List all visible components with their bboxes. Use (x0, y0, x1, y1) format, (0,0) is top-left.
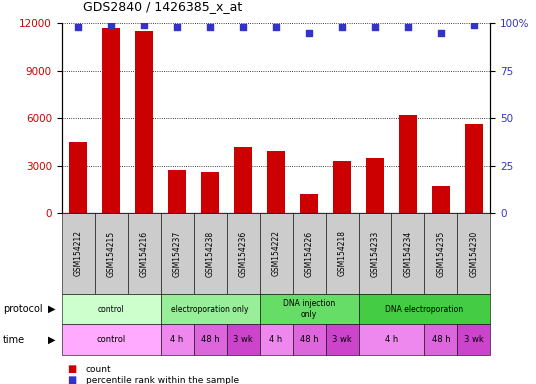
Text: 48 h: 48 h (300, 335, 318, 344)
Point (206, 24, 214, 30)
Point (107, 22, 115, 28)
Text: ▶: ▶ (48, 335, 55, 345)
Text: control: control (98, 305, 124, 314)
Bar (69, 142, 87, 213)
Bar (135, 31, 153, 213)
Bar (168, 170, 186, 213)
Text: ■: ■ (67, 375, 76, 384)
Point (338, 24, 346, 30)
Point (404, 24, 412, 30)
Text: GSM154226: GSM154226 (304, 230, 314, 276)
Bar (333, 161, 351, 213)
Text: GSM154218: GSM154218 (338, 230, 346, 276)
Text: DNA injection
only: DNA injection only (283, 300, 335, 319)
Bar (201, 172, 219, 213)
Text: GSM154215: GSM154215 (107, 230, 116, 276)
Point (140, 22, 148, 28)
Point (305, 30, 314, 36)
Text: 3 wk: 3 wk (464, 335, 484, 344)
Text: time: time (3, 335, 25, 345)
Text: 3 wk: 3 wk (233, 335, 253, 344)
Text: GSM154212: GSM154212 (73, 230, 83, 276)
Bar (267, 151, 285, 213)
Text: 48 h: 48 h (431, 335, 450, 344)
Point (173, 24, 181, 30)
Text: GSM154230: GSM154230 (470, 230, 479, 276)
Point (74, 24, 83, 30)
Bar (465, 124, 483, 213)
Point (239, 24, 247, 30)
Text: GSM154238: GSM154238 (206, 230, 214, 276)
Text: 3 wk: 3 wk (332, 335, 352, 344)
Text: DNA electroporation: DNA electroporation (385, 305, 464, 314)
Point (371, 24, 379, 30)
Point (272, 24, 280, 30)
Text: GSM154235: GSM154235 (436, 230, 445, 276)
Text: 48 h: 48 h (201, 335, 219, 344)
Text: ▶: ▶ (48, 304, 55, 314)
Text: count: count (86, 365, 111, 374)
Point (470, 22, 478, 28)
Point (437, 30, 445, 36)
Text: percentile rank within the sample: percentile rank within the sample (86, 376, 239, 384)
Text: GSM154237: GSM154237 (173, 230, 182, 276)
Text: GSM154234: GSM154234 (404, 230, 413, 276)
Text: GSM154233: GSM154233 (370, 230, 379, 276)
Bar (234, 147, 252, 213)
Text: protocol: protocol (3, 304, 42, 314)
Text: GSM154222: GSM154222 (272, 230, 280, 276)
Text: ■: ■ (67, 364, 76, 374)
Text: GSM154216: GSM154216 (139, 230, 148, 276)
Text: 4 h: 4 h (385, 335, 398, 344)
Text: electroporation only: electroporation only (172, 305, 249, 314)
Text: 4 h: 4 h (170, 335, 184, 344)
Text: 4 h: 4 h (270, 335, 282, 344)
Bar (366, 158, 384, 213)
Text: GSM154236: GSM154236 (239, 230, 248, 276)
Bar (399, 115, 417, 213)
Text: GDS2840 / 1426385_x_at: GDS2840 / 1426385_x_at (83, 0, 242, 13)
Bar (102, 28, 120, 213)
Bar (300, 194, 318, 213)
Bar (432, 186, 450, 213)
Text: control: control (96, 335, 126, 344)
